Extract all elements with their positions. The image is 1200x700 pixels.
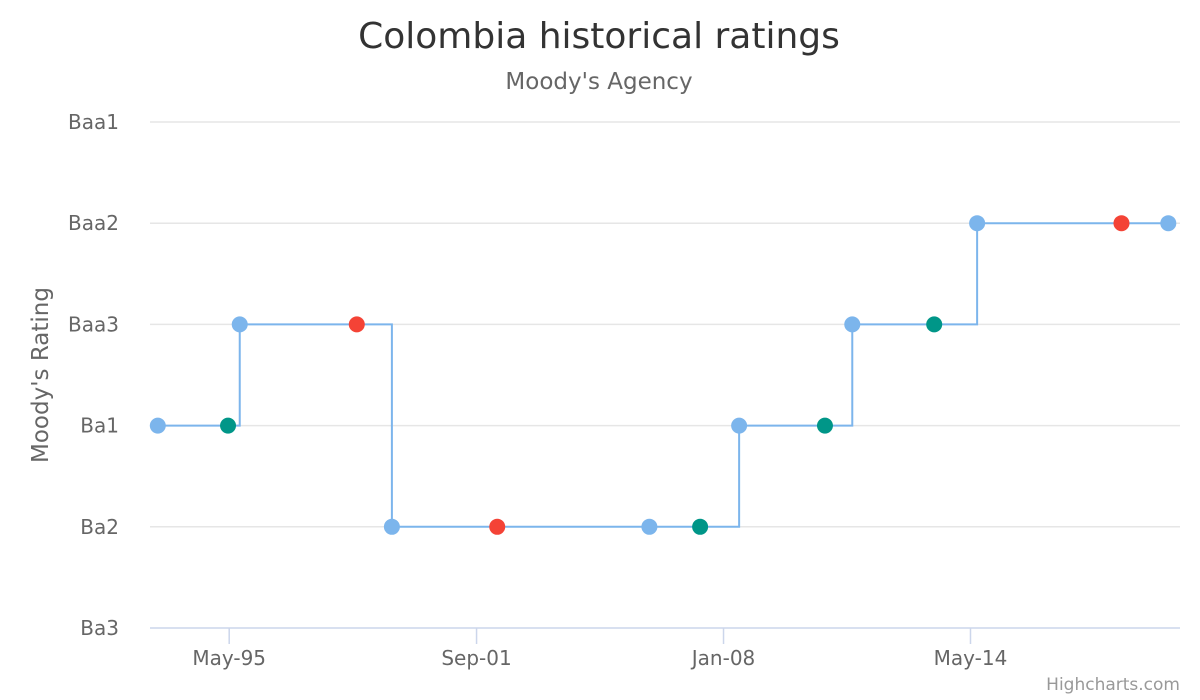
data-point[interactable] — [926, 316, 943, 333]
data-point[interactable] — [844, 316, 861, 333]
y-tick-label-ba3: Ba3 — [80, 616, 119, 640]
rating-markers — [149, 215, 1177, 535]
data-point[interactable] — [489, 518, 506, 535]
data-point[interactable] — [149, 417, 166, 434]
data-point[interactable] — [731, 417, 748, 434]
data-point[interactable] — [220, 417, 237, 434]
chart-subtitle: Moody's Agency — [505, 69, 692, 95]
data-point[interactable] — [641, 518, 658, 535]
data-point[interactable] — [231, 316, 248, 333]
x-axis: May-95 Sep-01 Jan-08 May-14 — [150, 627, 1180, 670]
data-point[interactable] — [1160, 215, 1177, 232]
x-tick-label: May-95 — [192, 646, 266, 670]
y-axis-labels: Ba3 Ba2 Ba1 Baa3 Baa2 Baa1 — [68, 110, 119, 640]
y-tick-label-baa3: Baa3 — [68, 312, 119, 336]
data-point[interactable] — [348, 316, 365, 333]
data-point[interactable] — [1113, 215, 1130, 232]
y-tick-label-ba1: Ba1 — [80, 414, 119, 438]
y-axis-title: Moody's Rating — [28, 287, 54, 463]
chart-title: Colombia historical ratings — [358, 16, 840, 57]
series-line — [157, 222, 1169, 528]
data-point[interactable] — [692, 518, 709, 535]
y-tick-label-ba2: Ba2 — [80, 515, 119, 539]
credits-link[interactable]: Highcharts.com — [1046, 675, 1180, 695]
y-tick-label-baa1: Baa1 — [68, 110, 119, 134]
rating-series — [157, 222, 1169, 528]
data-point[interactable] — [383, 518, 400, 535]
x-tick-label: Sep-01 — [441, 646, 511, 670]
x-tick-label: Jan-08 — [690, 646, 756, 670]
data-point[interactable] — [969, 215, 986, 232]
x-tick-label: May-14 — [934, 646, 1008, 670]
y-tick-label-baa2: Baa2 — [68, 211, 119, 235]
data-point[interactable] — [816, 417, 833, 434]
